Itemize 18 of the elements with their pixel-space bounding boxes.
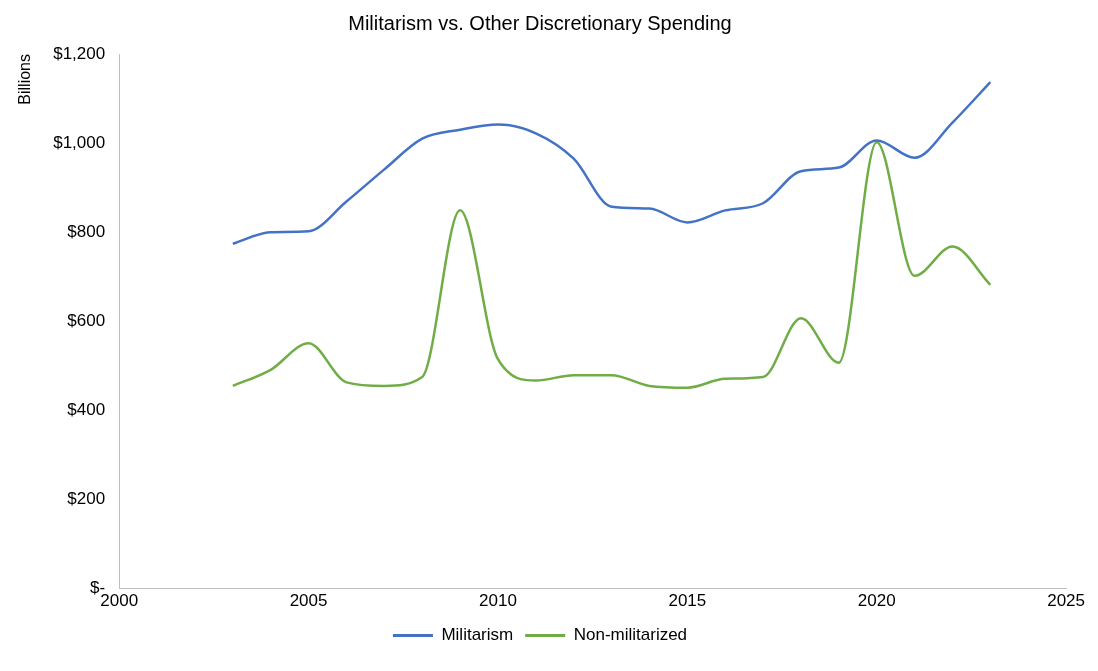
y-tick-label: $1,200 [53,43,106,63]
x-tick-label: 2000 [100,591,139,611]
x-tick-label: 2010 [479,591,517,611]
x-tick-label: 2005 [289,591,328,611]
y-tick-label: $400 [67,400,106,420]
line-series [231,80,992,246]
x-tick-label: 2020 [857,591,896,611]
x-tick-label: 2015 [668,591,707,611]
y-tick-label: $800 [67,221,106,241]
legend-label: Non-militarized [573,625,688,645]
line-series [231,140,992,389]
chart-title: Militarism vs. Other Discretionary Spending [348,11,732,34]
x-tick-label: 2025 [1047,591,1085,611]
y-axis-title: Billions [16,54,34,105]
legend-label: Militarism [441,625,514,645]
y-tick-label: $200 [67,489,106,509]
y-tick-label: $600 [67,310,106,330]
y-tick-label: $1,000 [53,132,106,152]
